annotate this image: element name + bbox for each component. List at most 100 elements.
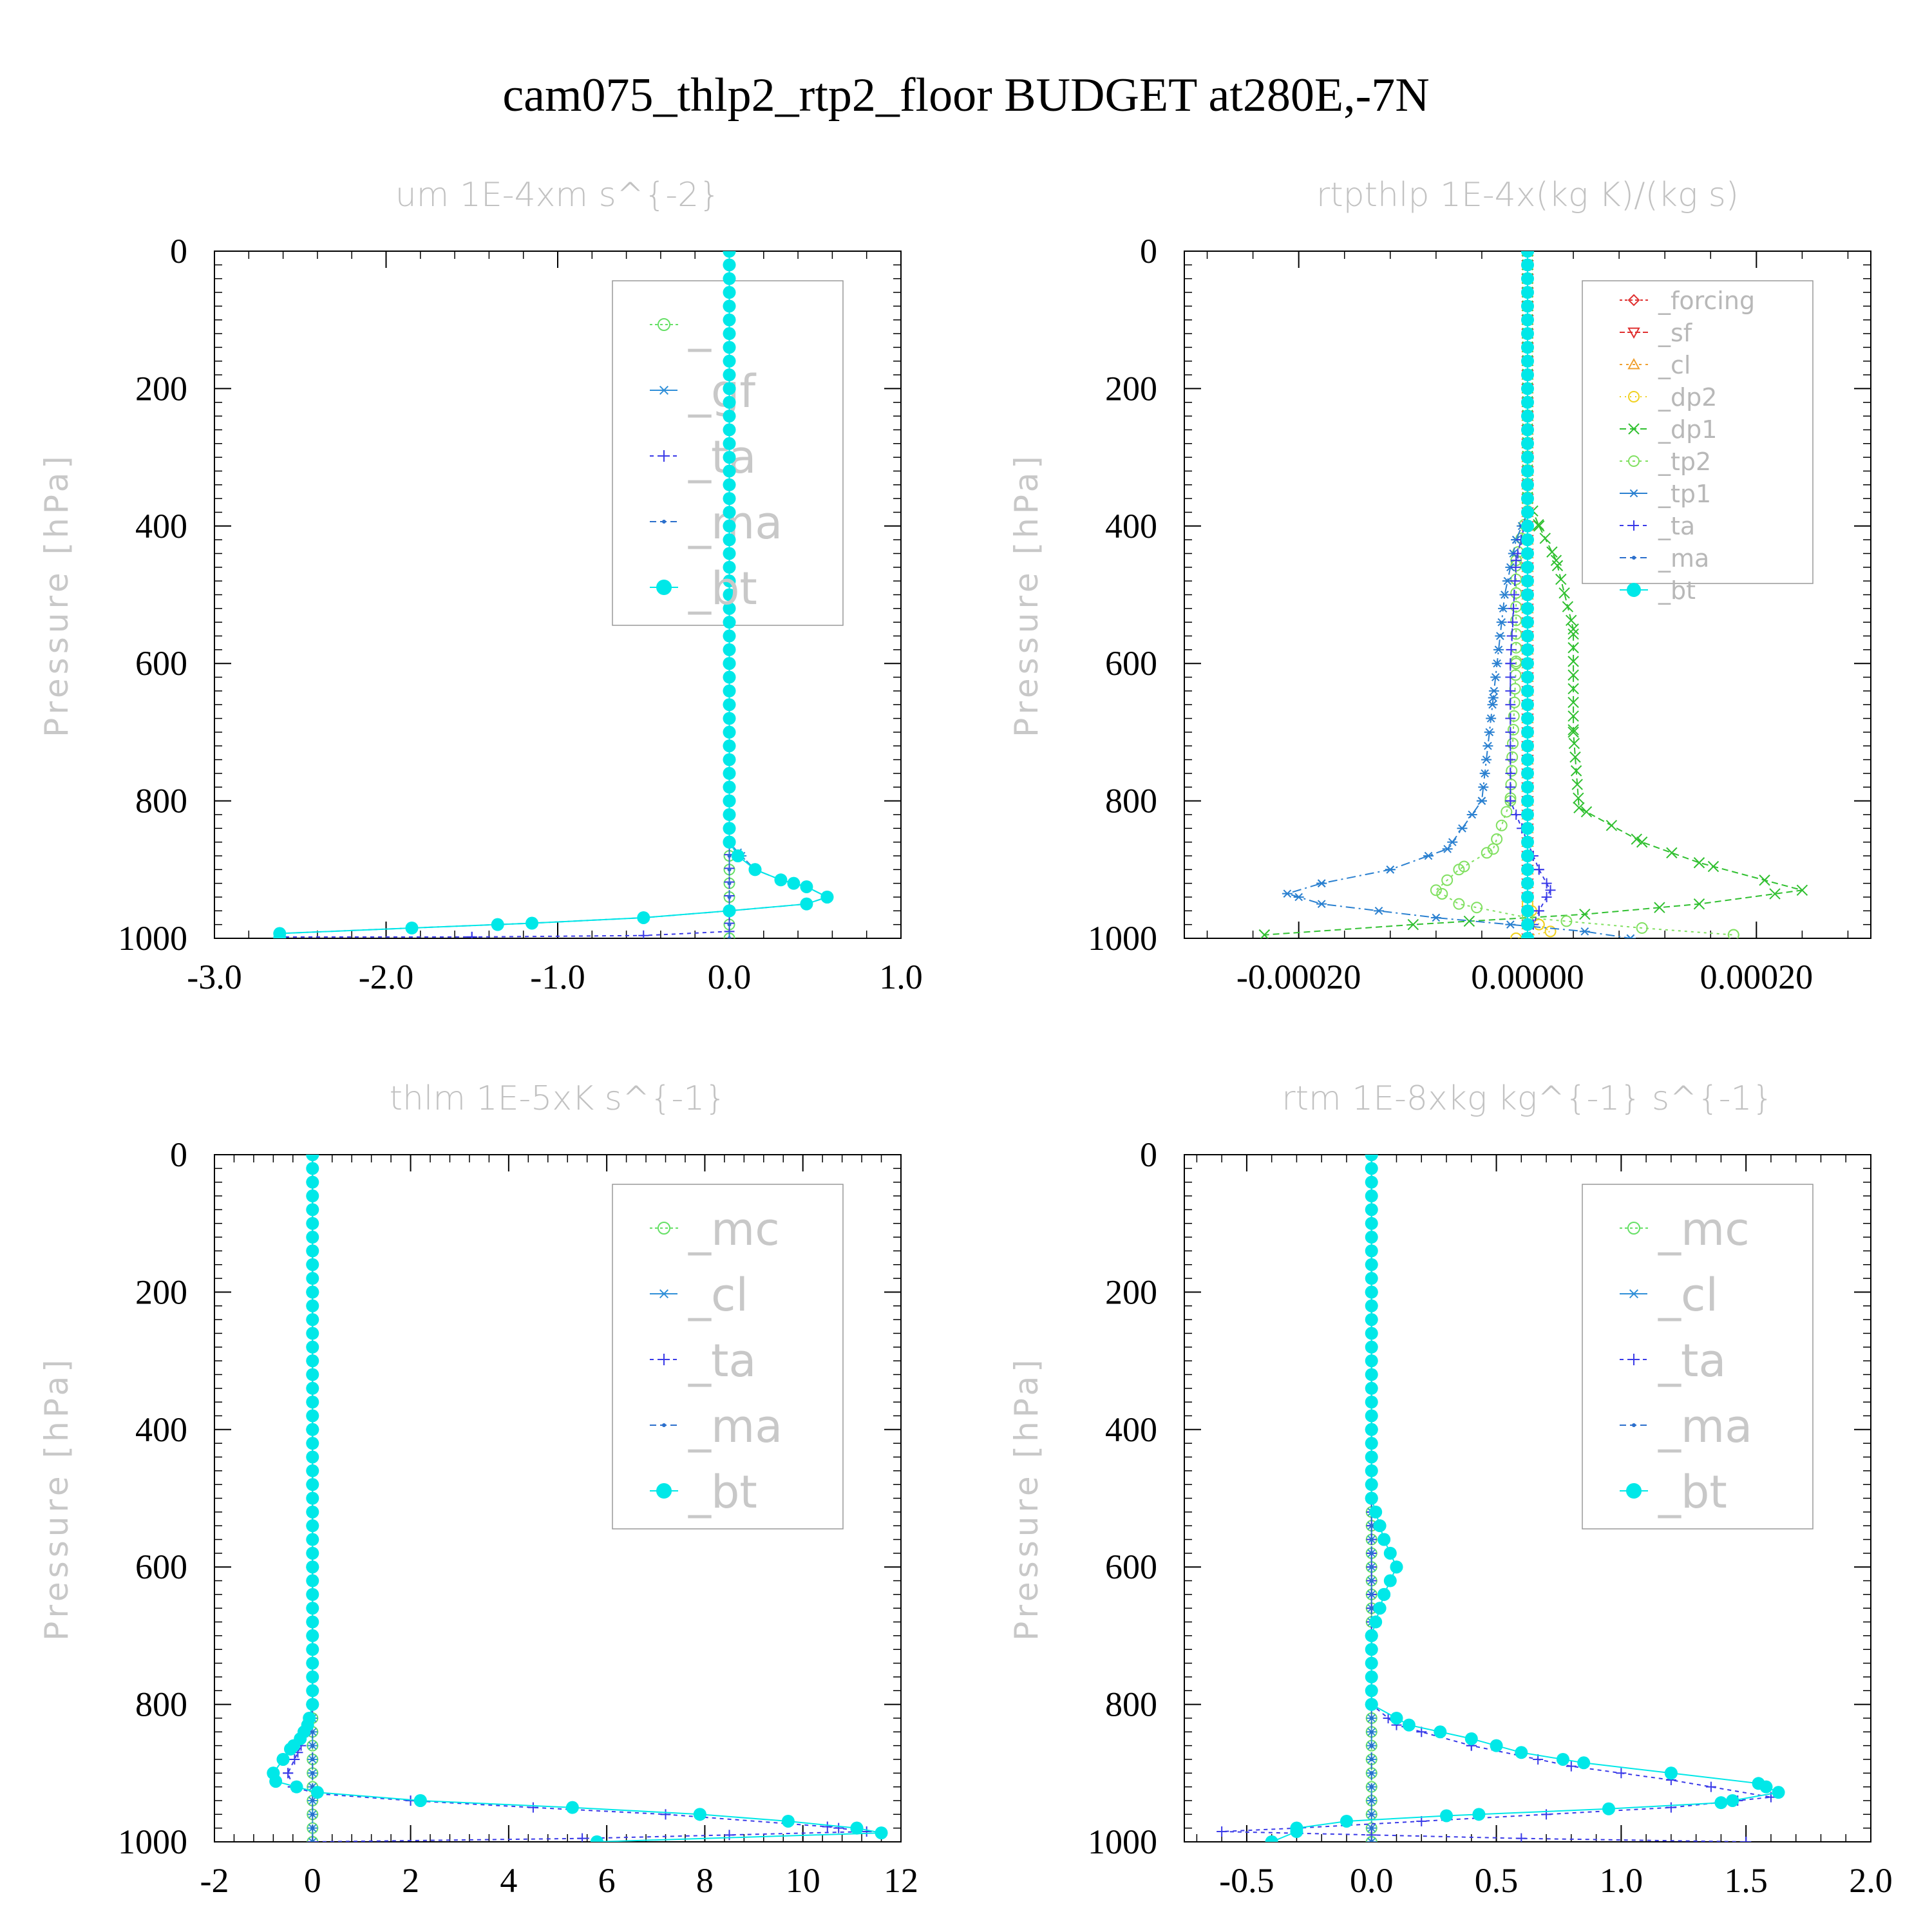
data-point xyxy=(306,1189,319,1203)
data-point xyxy=(306,1203,319,1217)
y-tick-label: 200 xyxy=(1105,369,1157,408)
data-point xyxy=(1521,712,1534,725)
data-point xyxy=(731,849,744,862)
data-point xyxy=(1430,884,1442,896)
data-point xyxy=(273,932,287,938)
x-tick-label: 1.0 xyxy=(879,958,923,996)
data-point xyxy=(1258,929,1271,938)
data-point xyxy=(1316,879,1327,887)
data-point xyxy=(1505,699,1516,710)
data-point xyxy=(727,922,732,927)
data-point xyxy=(1464,1732,1478,1745)
data-point xyxy=(1373,1602,1387,1615)
legend-label: _cl xyxy=(1658,1269,1718,1321)
data-point xyxy=(306,1396,319,1409)
data-point xyxy=(693,1808,706,1821)
data-point xyxy=(1453,864,1465,876)
data-point xyxy=(1369,1716,1374,1720)
data-point xyxy=(800,897,813,911)
data-point xyxy=(1493,645,1504,654)
data-point xyxy=(1505,920,1516,929)
data-point xyxy=(833,1823,844,1833)
data-point xyxy=(727,895,732,899)
legend-label: _ta xyxy=(1658,512,1695,540)
data-point xyxy=(1568,737,1580,750)
data-point xyxy=(1369,1771,1374,1776)
data-point xyxy=(1365,1396,1378,1409)
data-point xyxy=(1567,696,1579,708)
data-point xyxy=(1521,643,1534,656)
data-point xyxy=(310,1786,324,1799)
data-point xyxy=(1565,614,1577,627)
data-point xyxy=(306,1492,319,1505)
y-tick-label: 600 xyxy=(135,1548,187,1586)
data-point xyxy=(1365,1217,1378,1230)
data-point xyxy=(1510,614,1522,627)
data-point xyxy=(723,313,736,327)
data-point xyxy=(1369,1743,1374,1748)
data-point xyxy=(727,867,732,872)
legend-label: _ta xyxy=(688,431,756,484)
legend-swatch-marker xyxy=(1632,556,1636,560)
data-point xyxy=(1579,927,1590,936)
data-point xyxy=(1521,794,1534,808)
data-point xyxy=(1665,1802,1676,1813)
data-point xyxy=(1365,1162,1378,1175)
y-tick-label: 1000 xyxy=(118,919,187,958)
data-point xyxy=(1505,779,1517,791)
data-point xyxy=(1488,694,1499,702)
data-point xyxy=(1521,423,1534,437)
data-point xyxy=(1365,1450,1378,1464)
legend-label: _ xyxy=(688,299,712,352)
data-point xyxy=(306,1409,319,1423)
data-point xyxy=(1365,1437,1378,1450)
x-tick-label: 0.0 xyxy=(708,958,752,996)
data-point xyxy=(1365,1464,1378,1477)
y-axis-label: Pressure [hPa] xyxy=(38,1356,75,1641)
data-point xyxy=(723,519,736,533)
data-point xyxy=(1505,658,1516,669)
data-point xyxy=(306,1656,319,1670)
data-point xyxy=(727,881,732,886)
x-tick-label: -2.0 xyxy=(359,958,413,996)
data-point xyxy=(723,354,736,368)
data-point xyxy=(781,1814,795,1828)
data-point xyxy=(306,1423,319,1436)
legend-swatch-marker xyxy=(1626,1483,1642,1499)
data-point xyxy=(1369,1826,1374,1830)
data-point xyxy=(723,410,736,423)
data-point xyxy=(1510,933,1522,938)
data-point xyxy=(723,368,736,382)
data-point xyxy=(1487,700,1498,709)
data-point xyxy=(1521,876,1534,890)
data-point xyxy=(590,1835,603,1842)
data-point xyxy=(1521,354,1534,368)
legend-swatch-marker xyxy=(1628,423,1640,435)
data-point xyxy=(306,1437,319,1450)
x-tick-label: 0.00020 xyxy=(1700,958,1814,996)
data-point xyxy=(1521,781,1534,794)
data-point xyxy=(1521,533,1534,547)
data-point xyxy=(284,1742,298,1756)
data-point xyxy=(1290,1824,1303,1838)
data-point xyxy=(1365,1327,1378,1340)
data-point xyxy=(1573,792,1584,804)
data-point xyxy=(1369,1785,1374,1789)
data-point xyxy=(723,258,736,272)
y-tick-label: 600 xyxy=(135,644,187,683)
data-point xyxy=(1521,286,1534,299)
data-point xyxy=(306,1368,319,1381)
x-tick-label: 1.0 xyxy=(1600,1861,1643,1900)
panel-title: rtm 1E-8xkg kg^{-1} s^{-1} xyxy=(1282,1079,1773,1118)
data-point xyxy=(310,1812,315,1817)
data-point xyxy=(1521,299,1534,313)
data-point xyxy=(1507,737,1519,750)
data-point xyxy=(306,1244,319,1258)
data-point xyxy=(723,574,736,588)
data-point xyxy=(1666,847,1678,858)
legend-label: _mc xyxy=(688,1203,780,1256)
data-point xyxy=(638,930,649,938)
series-line xyxy=(1285,251,1631,938)
data-point xyxy=(1521,670,1534,684)
data-point xyxy=(723,739,736,753)
